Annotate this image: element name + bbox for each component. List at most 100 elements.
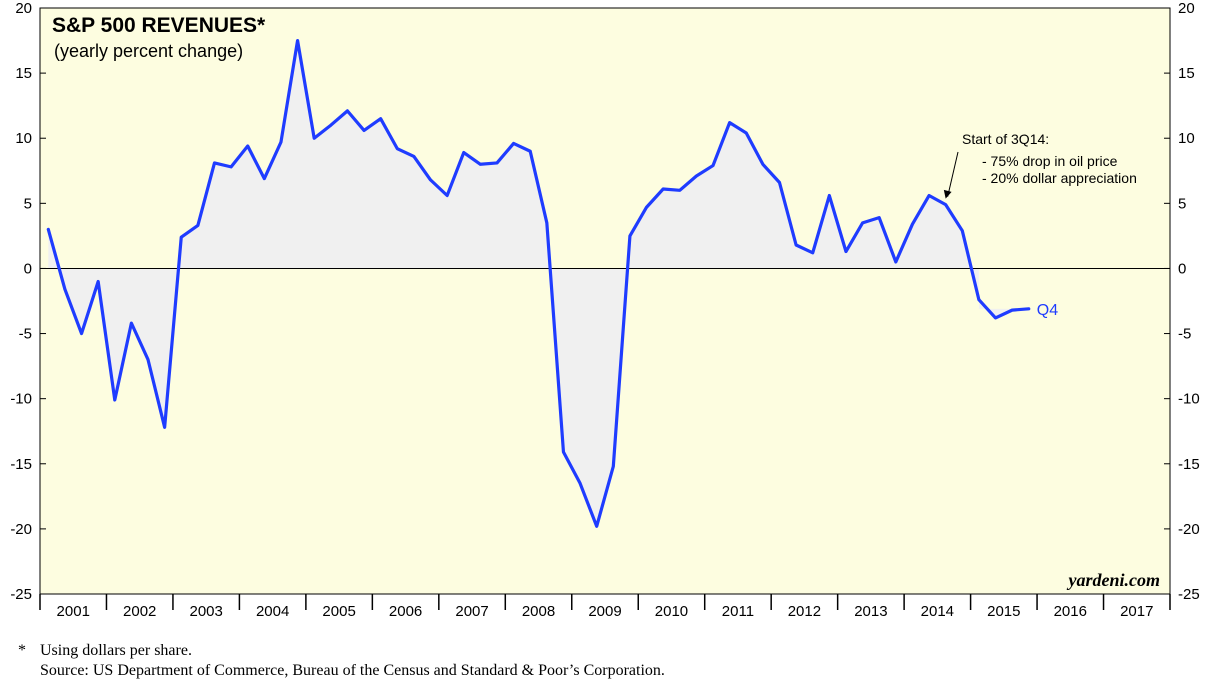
y-tick-label-left: -20 (10, 521, 32, 538)
data-point (47, 228, 50, 231)
data-point (595, 525, 598, 528)
data-point (861, 221, 864, 225)
data-point (362, 129, 366, 132)
data-point (1027, 307, 1030, 311)
x-year-label: 2017 (1120, 603, 1153, 620)
data-point (279, 140, 283, 144)
data-point (346, 109, 349, 113)
data-point (578, 482, 582, 485)
y-tick-label-right: -5 (1178, 326, 1191, 343)
footnote-note-text: Using dollars per share. (40, 642, 192, 659)
annotation-line-dollar: - 20% dollar appreciation (982, 170, 1137, 186)
x-year-label: 2012 (788, 603, 821, 620)
data-point (628, 234, 632, 238)
data-point (445, 194, 449, 197)
y-tick-label-right: 0 (1178, 260, 1186, 277)
data-point (196, 224, 200, 227)
area-fill-layer (48, 40, 1029, 527)
x-year-label: 2006 (389, 603, 422, 620)
y-tick-label-left: -10 (10, 391, 32, 408)
y-tick-label-right: -10 (1178, 391, 1200, 408)
annotation-title: Start of 3Q14: (962, 131, 1049, 147)
data-point (911, 222, 914, 226)
y-axis-ticks: 20 20 15 15 10 10 5 5 0 0 -5 -5 -10 -10 -15 -15 -20 -20 -2… (10, 0, 1199, 603)
data-point (429, 178, 432, 182)
y-tick-label-right: 10 (1178, 130, 1195, 147)
data-point (1010, 308, 1014, 312)
data-point (412, 155, 416, 158)
data-point (213, 161, 216, 165)
data-point (745, 131, 748, 135)
data-point (113, 398, 116, 402)
y-tick-label-right: -15 (1178, 456, 1200, 473)
y-tick-label-left: -5 (19, 326, 32, 343)
x-year-label: 2011 (722, 603, 754, 620)
annotation-arrow (943, 151, 959, 199)
data-point (961, 229, 964, 232)
data-point (877, 216, 881, 219)
x-year-label: 2014 (921, 603, 954, 620)
data-point (994, 316, 997, 320)
data-point (63, 288, 67, 291)
data-point (529, 150, 532, 153)
data-point (811, 251, 814, 255)
x-year-label: 2015 (987, 603, 1020, 620)
data-point (495, 161, 499, 165)
annotation-arrow-shaft (947, 151, 959, 197)
x-year-label: 2005 (322, 603, 355, 620)
data-point (379, 117, 382, 120)
x-axis-years: 2001 2002 2003 2004 2005 2006 2007 2008 2009 2010… (39, 594, 1171, 620)
x-year-label: 2007 (455, 603, 488, 620)
series-line (46, 38, 1031, 528)
data-point (794, 243, 798, 247)
data-point (246, 144, 249, 148)
data-point (312, 137, 316, 140)
data-point (844, 250, 848, 253)
x-year-label: 2001 (57, 603, 90, 620)
data-point (695, 174, 698, 178)
data-point (944, 203, 947, 206)
data-point (180, 235, 183, 239)
data-point (462, 151, 465, 154)
y-tick-label-left: 15 (15, 65, 32, 82)
area-fill (48, 40, 1029, 527)
y-tick-label-right: 5 (1178, 195, 1186, 212)
y-tick-label-left: 20 (15, 0, 32, 17)
x-year-label: 2010 (655, 603, 688, 620)
y-tick-label-right: 15 (1178, 65, 1195, 82)
data-point (96, 280, 100, 283)
series-layer: Q4 (46, 38, 1058, 528)
y-tick-label-left: -25 (10, 586, 32, 603)
chart-title: S&P 500 REVENUES* (52, 14, 266, 37)
data-point (612, 465, 615, 468)
x-year-label: 2004 (256, 603, 289, 620)
data-point (296, 39, 299, 42)
data-point (761, 163, 765, 166)
data-point (545, 221, 549, 225)
data-point (894, 260, 898, 264)
x-year-label: 2009 (588, 603, 621, 620)
y-tick-label-right: -25 (1178, 586, 1200, 603)
annotation-line-oil: - 75% drop in oil price (982, 153, 1118, 169)
data-point (562, 450, 565, 454)
data-point (828, 194, 831, 197)
y-tick-label-right: -20 (1178, 521, 1200, 538)
data-point (678, 189, 681, 192)
data-point (512, 142, 515, 145)
data-point (645, 206, 648, 209)
x-year-label: 2003 (189, 603, 222, 620)
y-tick-label-right: 20 (1178, 0, 1195, 17)
series-end-label: Q4 (1037, 302, 1058, 319)
data-point (479, 163, 482, 166)
y-tick-label-left: -15 (10, 456, 32, 473)
y-tick-label-left: 5 (24, 195, 32, 212)
data-point (661, 187, 665, 191)
watermark: yardeni.com (1067, 570, 1161, 590)
data-point (130, 321, 133, 325)
x-year-label: 2008 (522, 603, 555, 620)
y-tick-label-left: 10 (15, 130, 32, 147)
x-year-label: 2013 (854, 603, 887, 620)
data-point (711, 164, 715, 167)
chart-subtitle: (yearly percent change) (54, 41, 243, 61)
